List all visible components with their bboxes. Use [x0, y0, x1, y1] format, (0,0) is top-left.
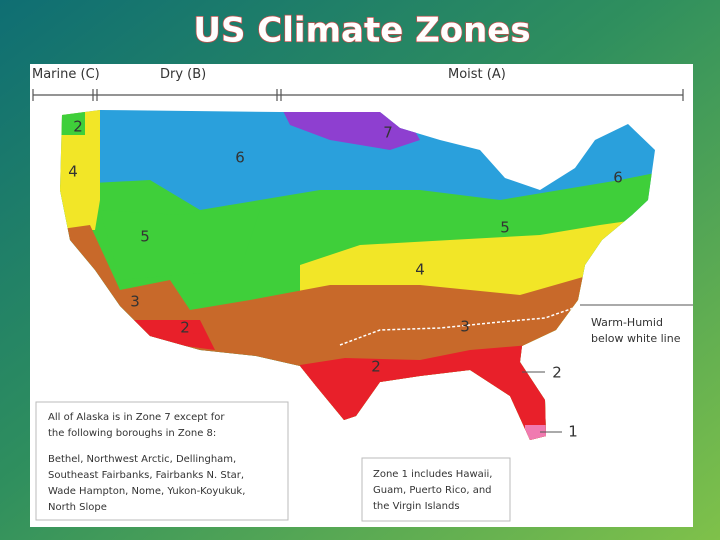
zone-label: 4 — [415, 261, 425, 279]
zone1-note-box — [361, 457, 511, 522]
callout-leaders — [522, 304, 693, 433]
zone-label: 5 — [500, 219, 510, 237]
zone-label: 7 — [383, 124, 393, 142]
zone-label: 2 — [180, 319, 190, 337]
note-line: Wade Hampton, Nome, Yukon-Koyukuk, — [48, 486, 245, 497]
note-line: the Virgin Islands — [373, 501, 460, 512]
note-line: the following boroughs in Zone 8: — [48, 428, 216, 439]
callout-zone: 2 — [552, 364, 562, 382]
note-line: Zone 1 includes Hawaii, — [373, 469, 493, 480]
note-line: All of Alaska is in Zone 7 except for — [48, 412, 225, 423]
callout-text: below white line — [591, 332, 681, 345]
zone-label: 6 — [235, 149, 245, 167]
zone-label: 5 — [140, 228, 150, 246]
header-label: Marine (C) — [32, 67, 100, 82]
zone-label: 6 — [613, 169, 623, 187]
alaska-note-box — [35, 401, 289, 521]
header-label: Moist (A) — [448, 67, 506, 82]
header-label: Dry (B) — [160, 67, 206, 82]
note-line: Bethel, Northwest Arctic, Dellingham, — [48, 454, 236, 465]
zone-label: 4 — [68, 163, 78, 181]
note-line: Guam, Puerto Rico, and — [373, 485, 492, 496]
zone-labels: 2 4 5 3 2 6 7 6 5 4 3 2 — [68, 118, 623, 376]
callout-text: Warm-Humid — [591, 316, 663, 329]
zone-label: 2 — [73, 118, 83, 136]
zone-label: 3 — [460, 318, 470, 336]
note-line: Southeast Fairbanks, Fairbanks N. Star, — [48, 470, 244, 481]
zone-label: 3 — [130, 293, 140, 311]
note-line: North Slope — [48, 502, 107, 513]
header-rule — [32, 89, 684, 101]
callout-zone: 1 — [568, 423, 578, 441]
slide-title: US Climate Zones — [193, 11, 530, 51]
zone-label: 2 — [371, 358, 381, 376]
